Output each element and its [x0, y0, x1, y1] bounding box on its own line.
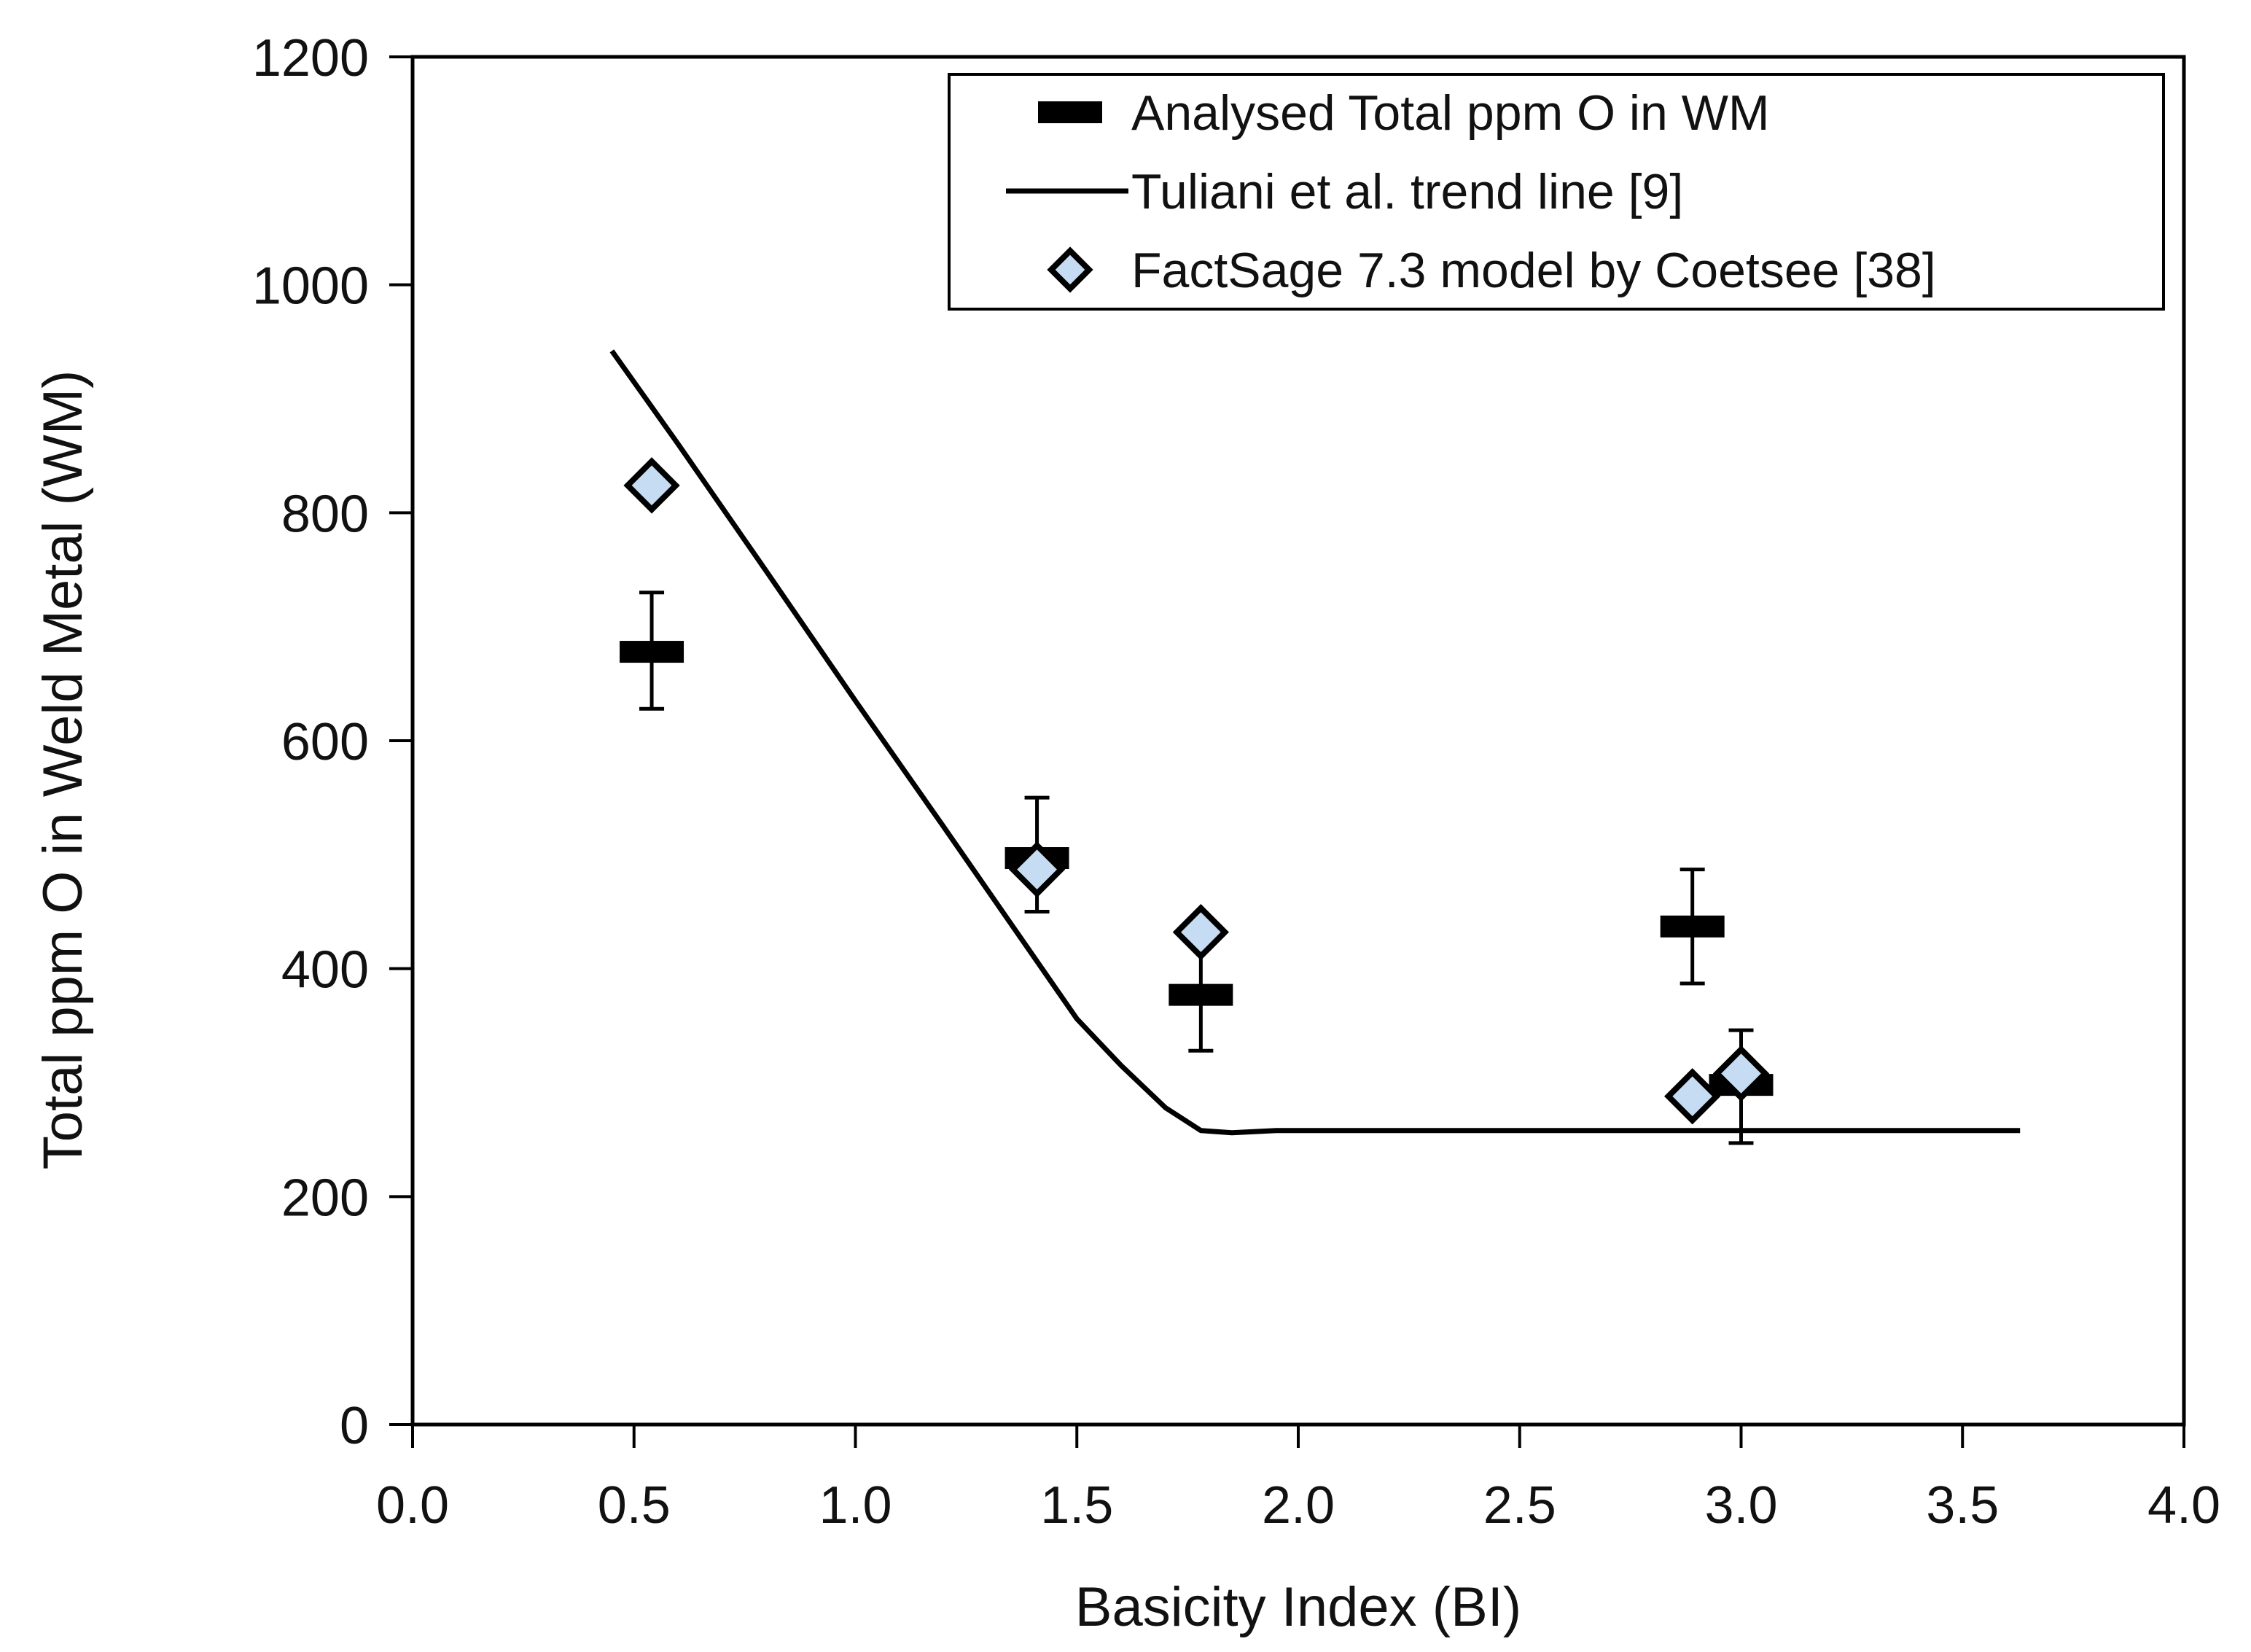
x-tick-label: 3.0	[1704, 1476, 1777, 1535]
diamond-marker	[623, 457, 680, 514]
y-tick-label: 800	[281, 485, 369, 543]
analysed-point	[1169, 935, 1233, 1053]
x-tick-label: 1.5	[1040, 1476, 1113, 1535]
y-tick-label: 600	[281, 713, 369, 771]
analysed-point	[1660, 868, 1725, 986]
x-tick-label: 4.0	[2147, 1476, 2220, 1535]
legend-entry-trend-line: Tuliani et al. trend line [9]	[1006, 164, 1683, 219]
y-axis: 0 200 400 600 800 1000 1200	[252, 29, 413, 1455]
dash-marker	[1660, 915, 1725, 938]
dash-marker	[620, 641, 684, 663]
x-tick-label: 2.5	[1483, 1476, 1556, 1535]
x-tick-label: 1.0	[819, 1476, 892, 1535]
y-tick-label: 400	[281, 941, 369, 1000]
diamond-marker	[1664, 1068, 1721, 1125]
legend-label-factsage: FactSage 7.3 model by Coetsee [38]	[1131, 243, 1936, 298]
x-tick-label: 0.0	[376, 1476, 449, 1535]
y-tick-label: 200	[281, 1169, 369, 1227]
analysed-point	[620, 591, 684, 711]
trend-line	[609, 349, 2021, 1136]
legend-entry-analysed: Analysed Total ppm O in WM	[1038, 85, 1770, 141]
diamond-marker	[1172, 903, 1230, 961]
x-tick-label: 0.5	[598, 1476, 671, 1535]
diamond-marker	[1712, 1045, 1770, 1102]
legend: Analysed Total ppm O in WM Tuliani et al…	[948, 73, 2165, 311]
legend-label-analysed: Analysed Total ppm O in WM	[1131, 85, 1770, 141]
legend-box	[948, 73, 2165, 311]
dash-marker	[1169, 983, 1233, 1006]
series-layer	[609, 349, 2021, 1145]
y-axis-title: Total ppm O in Weld Metal (WM)	[32, 370, 94, 1170]
x-axis-title: Basicity Index (BI)	[1075, 1576, 1521, 1638]
y-tick-label: 1200	[252, 29, 369, 87]
legend-key-dash	[1038, 101, 1102, 123]
diamond-marker	[1008, 841, 1066, 898]
y-tick-label: 1000	[252, 257, 369, 316]
legend-label-trend-line: Tuliani et al. trend line [9]	[1131, 164, 1683, 219]
x-tick-label: 2.0	[1262, 1476, 1335, 1535]
legend-entry-factsage: FactSage 7.3 model by Coetsee [38]	[1047, 243, 1936, 298]
x-tick-label: 3.5	[1926, 1476, 1999, 1535]
legend-key-diamond	[1047, 246, 1093, 293]
x-axis: 0.0 0.5 1.0 1.5 2.0 2.5 3.0 3.5 4.0	[376, 1425, 2220, 1535]
y-tick-label: 0	[340, 1397, 369, 1455]
